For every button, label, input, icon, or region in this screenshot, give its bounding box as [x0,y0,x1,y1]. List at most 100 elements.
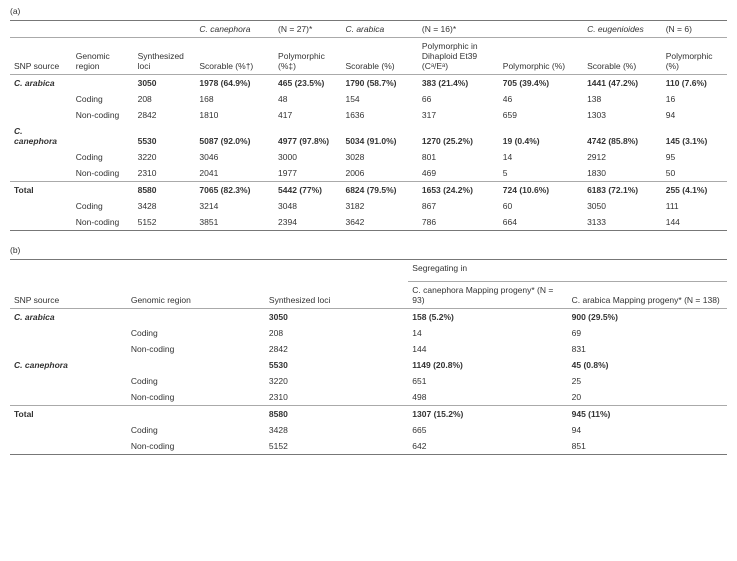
table-cell [10,165,72,181]
table-cell: 651 [408,373,567,389]
table-cell: 2041 [195,165,274,181]
col-snp-source: SNP source [10,282,127,308]
table-cell: 945 (11%) [568,406,727,422]
table-cell: 94 [662,107,727,123]
col-snp-source: SNP source [10,38,72,74]
table-row: Non-coding284218104171636317659130394 [10,107,727,123]
table-cell: Non-coding [127,341,265,357]
table-cell: 3000 [274,149,341,165]
table-cell: 3428 [134,198,196,214]
species-canephora-n: (N = 27)* [274,21,341,37]
table-cell [10,438,127,454]
table-cell: 46 [499,91,583,107]
table-cell: 1149 (20.8%) [408,357,567,373]
table-cell [127,357,265,373]
species-eugenioides-n: (N = 6) [662,21,727,37]
table-cell: 110 (7.6%) [662,75,727,91]
table-row: C. canephora55301149 (20.8%)45 (0.8%) [10,357,727,373]
table-cell [10,341,127,357]
table-row: C. arabica30501978 (64.9%)465 (23.5%)179… [10,75,727,91]
table-cell [10,373,127,389]
table-cell: 2310 [134,165,196,181]
segregating-in: Segregating in [408,260,727,276]
table-cell: 5530 [265,357,408,373]
table-cell: 2842 [134,107,196,123]
table-row: Non-coding2842144831 [10,341,727,357]
table-cell: 5 [499,165,583,181]
table-cell: 1978 (64.9%) [195,75,274,91]
table-row: Coding322065125 [10,373,727,389]
table-cell: 50 [662,165,727,181]
table-cell: 144 [408,341,567,357]
table-cell: 154 [341,91,417,107]
col-scorable: Scorable (%) [341,38,417,74]
table-cell: 665 [408,422,567,438]
table-cell [10,91,72,107]
table-cell [10,214,72,230]
table-cell: 2842 [265,341,408,357]
col-poly-ddagger: Polymorphic (%‡) [274,38,341,74]
col-poly-dihaploid: Polymorphic in Dihaploid Et39 (Cᵃ/Eᵃ) [418,38,499,74]
table-cell: 3214 [195,198,274,214]
table-cell: 664 [499,214,583,230]
table-cell: 208 [265,325,408,341]
table-cell: 1303 [583,107,662,123]
table-row: SNP source Genomic region Synthesized lo… [10,38,727,74]
table-cell: 417 [274,107,341,123]
table-cell: 4977 (97.8%) [274,123,341,149]
table-cell: 60 [499,198,583,214]
table-cell: 3182 [341,198,417,214]
table-cell: 3428 [265,422,408,438]
table-cell: 20 [568,389,727,405]
table-cell: 3851 [195,214,274,230]
table-b: Segregating in SNP source Genomic region… [10,260,727,455]
table-cell: 14 [408,325,567,341]
table-cell: 5087 (92.0%) [195,123,274,149]
table-cell: 45 (0.8%) [568,357,727,373]
table-cell [72,123,134,149]
table-cell: Coding [127,325,265,341]
table-cell: Non-coding [72,165,134,181]
table-cell: 7065 (82.3%) [195,182,274,198]
col-polymorphic: Polymorphic (%) [499,38,583,74]
table-cell: C. canephora [10,123,72,149]
table-cell: 19 (0.4%) [499,123,583,149]
col-scorable2: Scorable (%) [583,38,662,74]
table-cell: 1653 (24.2%) [418,182,499,198]
table-cell: Coding [72,198,134,214]
table-row: Coding3428321430483182867603050111 [10,198,727,214]
table-cell: 1307 (15.2%) [408,406,567,422]
table-cell: 1441 (47.2%) [583,75,662,91]
table-cell: 48 [274,91,341,107]
table-cell: 5152 [265,438,408,454]
table-row: Coding20816848154664613816 [10,91,727,107]
table-cell: 94 [568,422,727,438]
table-cell: 383 (21.4%) [418,75,499,91]
table-cell: 498 [408,389,567,405]
table-cell [72,75,134,91]
table-cell [127,309,265,325]
table-row: Total85801307 (15.2%)945 (11%) [10,406,727,422]
table-cell: 3050 [265,309,408,325]
table-cell: 8580 [134,182,196,198]
table-cell: 705 (39.4%) [499,75,583,91]
table-cell: 3050 [134,75,196,91]
table-row: Non-coding23102041197720064695183050 [10,165,727,181]
species-arabica-n: (N = 16)* [418,21,499,37]
table-cell: Coding [72,149,134,165]
table-row: C. arabica3050158 (5.2%)900 (29.5%) [10,309,727,325]
table-cell: 317 [418,107,499,123]
table-cell: 1977 [274,165,341,181]
table-cell: Non-coding [72,107,134,123]
table-cell: C. arabica [10,75,72,91]
table-row: Non-coding231049820 [10,389,727,405]
table-cell: C. arabica [10,309,127,325]
table-cell: 465 (23.5%) [274,75,341,91]
table-cell: 25 [568,373,727,389]
table-cell: Coding [72,91,134,107]
species-arabica: C. arabica [341,21,417,37]
table-row: Coding342866594 [10,422,727,438]
table-cell: 5152 [134,214,196,230]
table-cell: 469 [418,165,499,181]
table-cell: 3048 [274,198,341,214]
